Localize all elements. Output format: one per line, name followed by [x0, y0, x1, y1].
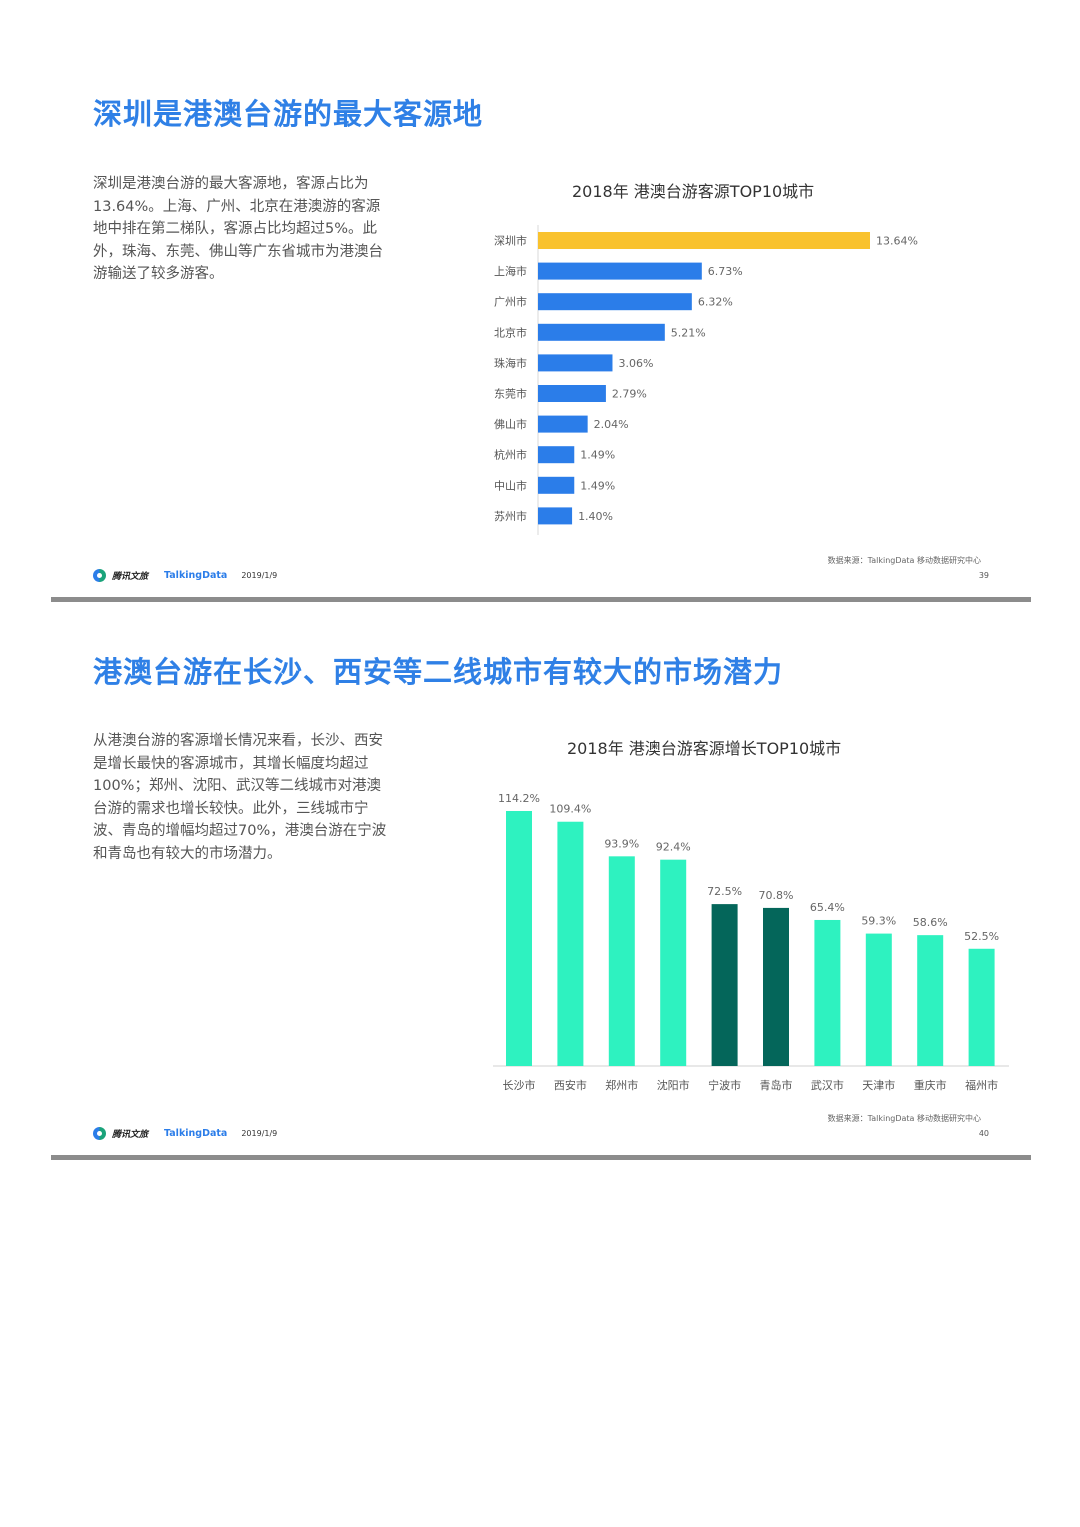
slide-body-text: 深圳是港澳台游的最大客源地，客源占比为13.64%。上海、广州、北京在港澳游的客…: [93, 176, 383, 282]
category-label: 深圳市: [494, 234, 527, 248]
category-label: 长沙市: [503, 1078, 536, 1092]
hbar-chart: 深圳市 13.64% 上海市 6.73% 广州市 6.32% 北京市 5.21% 珠海市 3.06…: [494, 225, 918, 535]
category-label: 西安市: [554, 1078, 587, 1092]
category-label: 宁波市: [708, 1078, 741, 1092]
bar: [538, 415, 588, 433]
value-label: 1.49%: [580, 449, 615, 462]
bar: [538, 507, 573, 525]
chart-title: 2018年 港澳台游客源TOP10城市: [572, 182, 815, 201]
category-label: 广州市: [494, 295, 527, 309]
bar: [660, 859, 687, 1066]
value-label: 59.3%: [861, 915, 896, 928]
footer-date: 2019/1/9: [241, 1129, 278, 1138]
category-label: 武汉市: [811, 1078, 844, 1092]
slide-title: 深圳是港澳台游的最大客源地: [93, 97, 484, 131]
bar: [917, 935, 944, 1066]
bar: [538, 446, 575, 464]
category-label: 苏州市: [494, 509, 527, 523]
value-label: 65.4%: [810, 901, 845, 914]
category-label: 北京市: [494, 325, 527, 339]
bar: [506, 811, 532, 1066]
category-label: 郑州市: [605, 1078, 638, 1092]
value-label: 109.4%: [549, 803, 591, 816]
page-number: 40: [978, 1129, 989, 1138]
page-number: 39: [978, 571, 989, 580]
value-label: 2.79%: [612, 388, 647, 401]
category-label: 沈阳市: [657, 1078, 690, 1092]
value-label: 72.5%: [707, 885, 742, 898]
data-source: 数据来源：TalkingData 移动数据研究中心: [827, 1114, 981, 1123]
bar: [763, 907, 789, 1066]
talkingdata-logo: TalkingData: [164, 1128, 228, 1139]
category-label: 东莞市: [494, 387, 527, 401]
talkingdata-logo: TalkingData: [164, 570, 228, 581]
data-source: 数据来源：TalkingData 移动数据研究中心: [827, 556, 981, 565]
category-label: 天津市: [862, 1078, 895, 1092]
category-label: 福州市: [965, 1078, 998, 1092]
category-label: 杭州市: [494, 448, 527, 462]
chart-title: 2018年 港澳台游客源增长TOP10城市: [567, 739, 842, 758]
value-label: 93.9%: [604, 837, 639, 850]
value-label: 3.06%: [618, 357, 653, 370]
category-label: 重庆市: [914, 1078, 947, 1092]
slide-39: 深圳是港澳台游的最大客源地 深圳是港澳台游的最大客源地，客源占比为13.64%。…: [51, 55, 1031, 605]
value-label: 5.21%: [671, 326, 706, 339]
tencent-logo-text: 腾讯文旅: [112, 572, 149, 582]
slide-40: 港澳台游在长沙、西安等二线城市有较大的市场潜力 从港澳台游的客源增长情况来看，长…: [51, 613, 1031, 1163]
footer-brand: 腾讯文旅 TalkingData 2019/1/9: [93, 1127, 277, 1140]
bar: [865, 933, 892, 1066]
slide-body-text: 从港澳台游的客源增长情况来看，长沙、西安是增长最快的客源城市，其增长幅度均超过1…: [93, 733, 387, 862]
bar: [538, 476, 575, 494]
category-label: 珠海市: [494, 356, 527, 370]
value-label: 1.49%: [580, 479, 615, 492]
value-label: 13.64%: [876, 235, 918, 248]
category-label: 中山市: [494, 478, 527, 492]
bar: [538, 323, 665, 341]
value-label: 6.73%: [708, 265, 743, 278]
bar: [968, 948, 995, 1066]
slide-divider: [51, 597, 1031, 602]
value-label: 2.04%: [594, 418, 629, 431]
vbar-chart: 114.2% 长沙市 109.4% 西安市 93.9% 郑州市 92.4% 沈阳市 72.5% 宁…: [493, 792, 1009, 1092]
value-label: 6.32%: [698, 296, 733, 309]
value-label: 52.5%: [964, 930, 999, 943]
category-label: 上海市: [494, 264, 527, 278]
footer-date: 2019/1/9: [241, 571, 278, 580]
category-label: 青岛市: [760, 1078, 793, 1092]
bar: [711, 904, 738, 1066]
bar: [538, 262, 702, 280]
bar: [538, 354, 613, 372]
footer-brand: 腾讯文旅 TalkingData 2019/1/9: [93, 569, 277, 582]
category-label: 佛山市: [494, 417, 527, 431]
value-label: 1.40%: [578, 510, 613, 523]
bar: [557, 821, 584, 1066]
bar: [538, 293, 692, 311]
tencent-logo-icon: [93, 569, 106, 582]
value-label: 92.4%: [656, 841, 691, 854]
value-label: 58.6%: [913, 916, 948, 929]
bar: [538, 385, 606, 402]
slide-title: 港澳台游在长沙、西安等二线城市有较大的市场潜力: [93, 655, 784, 689]
bar: [608, 856, 635, 1066]
tencent-logo-text: 腾讯文旅: [112, 1130, 149, 1140]
value-label: 114.2%: [498, 792, 540, 805]
bar: [538, 232, 870, 249]
tencent-logo-icon: [93, 1127, 106, 1140]
value-label: 70.8%: [759, 889, 794, 902]
slide-divider: [51, 1155, 1031, 1160]
bar: [814, 919, 841, 1066]
